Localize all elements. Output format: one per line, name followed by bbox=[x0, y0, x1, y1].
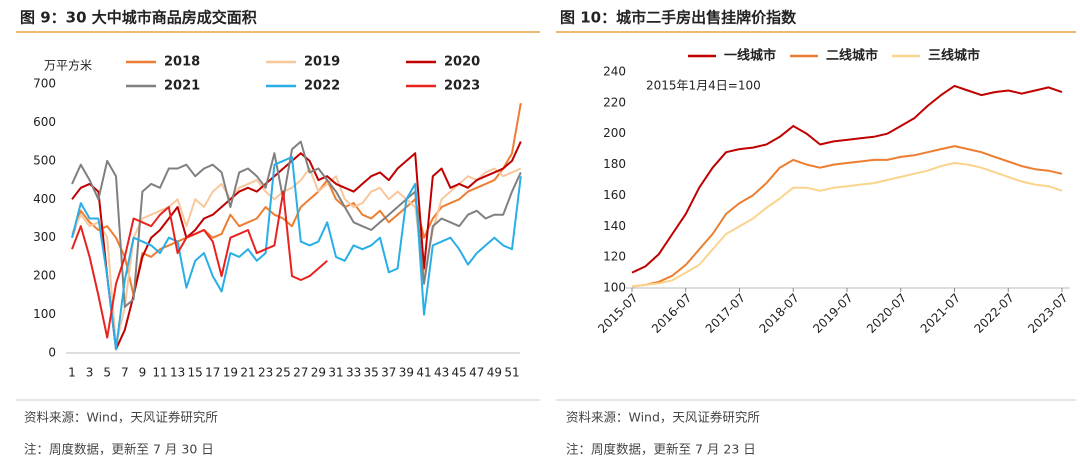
y-tick-label: 180 bbox=[603, 157, 626, 171]
x-tick-label: 37 bbox=[381, 366, 396, 380]
x-tick-label: 35 bbox=[364, 366, 379, 380]
legend-label: 2021 bbox=[164, 79, 200, 94]
note: 注：周度数据，更新至 7 月 30 日 bbox=[24, 442, 214, 457]
series-line bbox=[71, 141, 522, 351]
y-tick-label: 500 bbox=[33, 153, 56, 167]
x-tick-label: 17 bbox=[205, 366, 220, 380]
series-line bbox=[631, 84, 1063, 274]
series-line bbox=[71, 103, 522, 297]
x-tick-label: 3 bbox=[86, 366, 94, 380]
y-tick-label: 300 bbox=[33, 230, 56, 244]
y-tick-label: 400 bbox=[33, 192, 56, 206]
x-tick-label: 2020-07 bbox=[864, 291, 909, 336]
x-tick-label: 15 bbox=[188, 366, 203, 380]
source: 资料来源：Wind，天风证券研究所 bbox=[566, 410, 760, 425]
x-tick-label: 2018-07 bbox=[756, 291, 801, 336]
legend-label: 2022 bbox=[304, 79, 340, 94]
x-tick-label: 2017-07 bbox=[703, 291, 748, 336]
y-tick-label: 220 bbox=[603, 95, 626, 109]
y-tick-label: 0 bbox=[48, 346, 56, 360]
series-line bbox=[631, 162, 1063, 288]
legend-label: 一线城市 bbox=[724, 48, 776, 64]
x-tick-label: 9 bbox=[139, 366, 147, 380]
series-line bbox=[71, 167, 522, 347]
series-line bbox=[631, 145, 1063, 288]
x-tick-label: 23 bbox=[258, 366, 273, 380]
x-tick-label: 45 bbox=[452, 366, 467, 380]
x-tick-label: 25 bbox=[276, 366, 291, 380]
legend-label: 2023 bbox=[444, 79, 480, 94]
series-line bbox=[71, 140, 522, 308]
y-tick-label: 200 bbox=[33, 269, 56, 283]
legend-label: 2019 bbox=[304, 55, 340, 70]
x-tick-label: 2022-07 bbox=[971, 291, 1016, 336]
x-tick-label: 43 bbox=[434, 366, 449, 380]
x-tick-label: 2023-07 bbox=[1025, 291, 1070, 336]
x-tick-label: 41 bbox=[416, 366, 431, 380]
source: 资料来源：Wind，天风证券研究所 bbox=[24, 410, 218, 425]
y-tick-label: 700 bbox=[33, 77, 56, 91]
x-tick-label: 19 bbox=[223, 366, 238, 380]
x-tick-label: 1 bbox=[68, 366, 76, 380]
note: 注：周度数据，更新至 7 月 23 日 bbox=[566, 442, 756, 457]
legend-label: 2020 bbox=[444, 55, 480, 70]
x-tick-label: 51 bbox=[504, 366, 519, 380]
annotation: 2015年1月4日=100 bbox=[646, 79, 761, 93]
x-tick-label: 2016-07 bbox=[649, 291, 694, 336]
x-tick-label: 7 bbox=[121, 366, 129, 380]
x-tick-label: 5 bbox=[103, 366, 111, 380]
y-tick-label: 100 bbox=[33, 307, 56, 321]
chart-title: 图 10：城市二手房出售挂牌价指数 bbox=[560, 9, 797, 27]
chart-title: 图 9：30 大中城市商品房成交面积 bbox=[20, 9, 257, 27]
x-tick-label: 2015-07 bbox=[595, 291, 640, 336]
y-tick-label: 600 bbox=[33, 115, 56, 129]
y-tick-label: 140 bbox=[603, 219, 626, 233]
y-tick-label: 100 bbox=[603, 281, 626, 295]
y-tick-label: 120 bbox=[603, 250, 626, 264]
x-tick-label: 2021-07 bbox=[918, 291, 963, 336]
x-tick-label: 47 bbox=[469, 366, 484, 380]
y-axis-label: 万平方米 bbox=[44, 58, 92, 73]
x-tick-label: 49 bbox=[487, 366, 502, 380]
x-tick-label: 13 bbox=[170, 366, 185, 380]
y-tick-label: 160 bbox=[603, 188, 626, 202]
series-line bbox=[71, 156, 522, 351]
x-tick-label: 2019-07 bbox=[810, 291, 855, 336]
series-line bbox=[71, 190, 328, 339]
legend-label: 2018 bbox=[164, 55, 200, 70]
y-tick-label: 240 bbox=[603, 65, 626, 79]
legend-label: 三线城市 bbox=[928, 48, 980, 64]
x-tick-label: 33 bbox=[346, 366, 361, 380]
legend-label: 二线城市 bbox=[826, 48, 878, 64]
y-tick-label: 200 bbox=[603, 126, 626, 140]
x-tick-label: 39 bbox=[399, 366, 414, 380]
x-tick-label: 21 bbox=[240, 366, 255, 380]
x-tick-label: 31 bbox=[328, 366, 343, 380]
x-tick-label: 27 bbox=[293, 366, 308, 380]
x-tick-label: 11 bbox=[152, 366, 167, 380]
x-tick-label: 29 bbox=[311, 366, 326, 380]
